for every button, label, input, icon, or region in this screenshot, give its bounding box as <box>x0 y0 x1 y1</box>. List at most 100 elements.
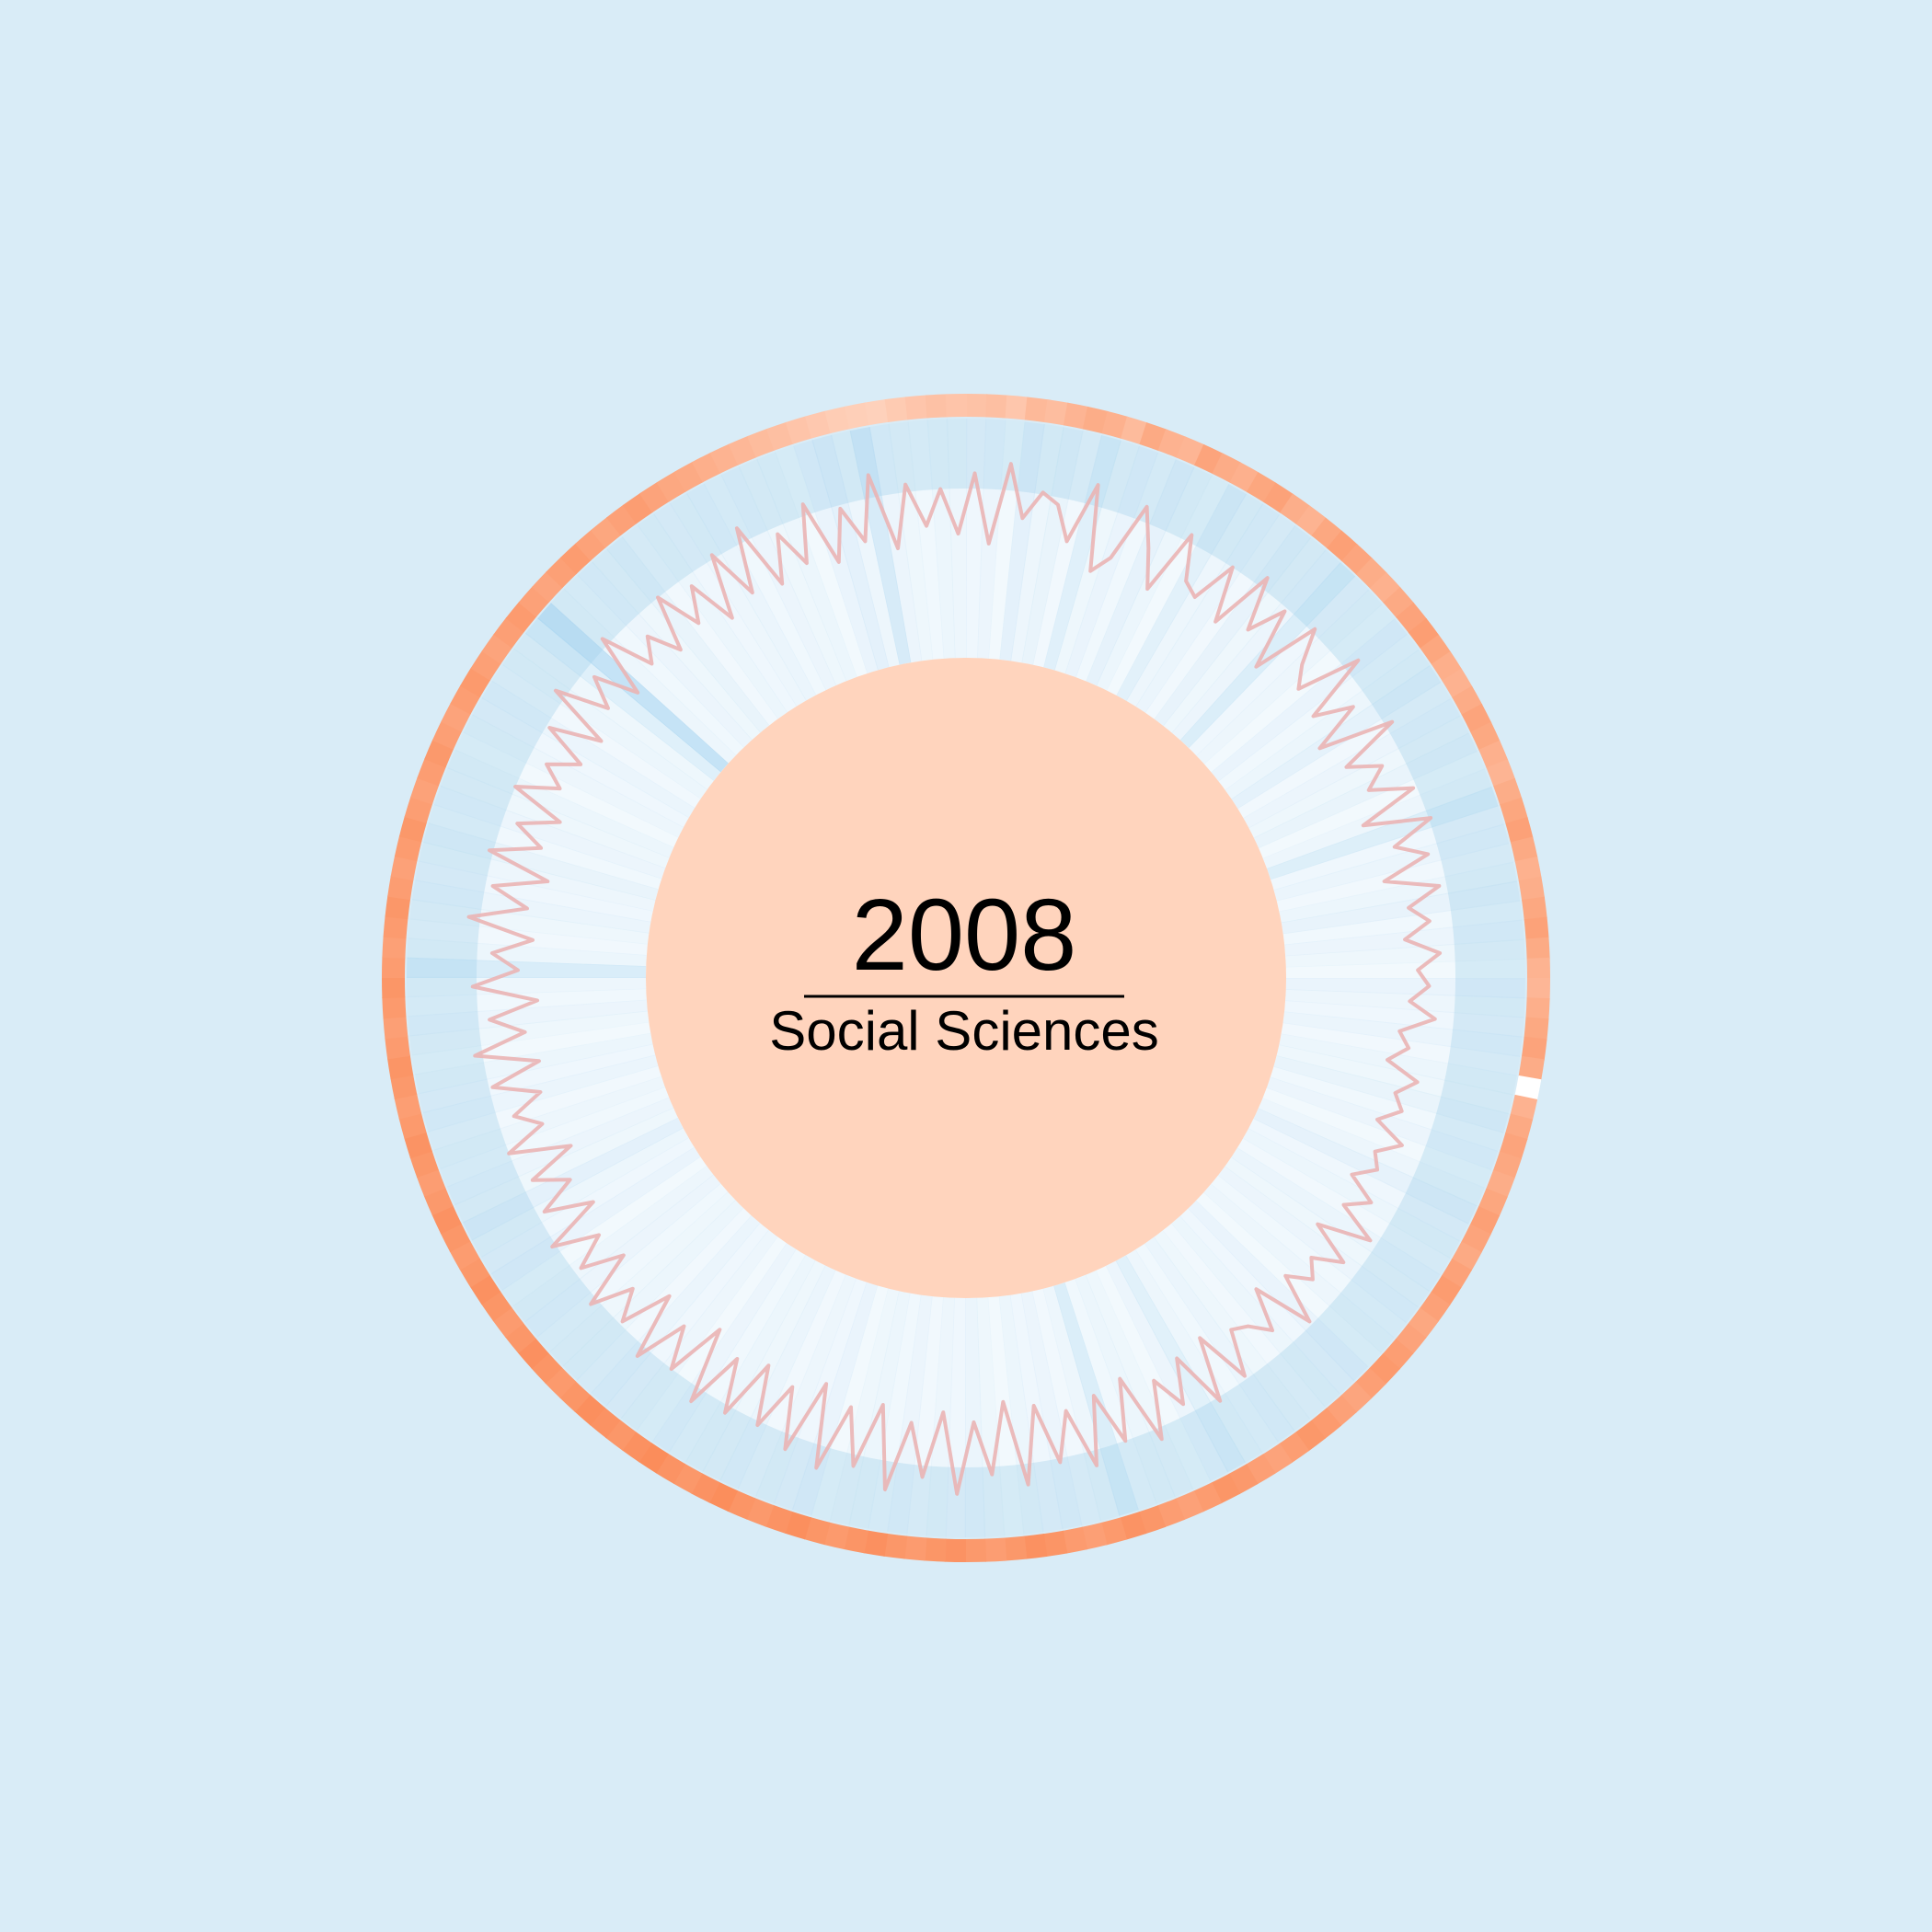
outer-ring-segment <box>1510 1094 1538 1121</box>
inner-band-ray <box>811 434 890 671</box>
outer-ring-segment <box>903 1535 927 1561</box>
inner-band-ray <box>1282 900 1523 946</box>
inner-band-ray <box>577 561 753 748</box>
inner-band-ray <box>1163 536 1327 733</box>
outer-ring-segment <box>964 1538 987 1563</box>
inner-band-ray <box>428 803 662 891</box>
inner-band-ray <box>471 1127 689 1258</box>
inner-band-ray <box>775 445 868 677</box>
inner-band-ray <box>606 536 770 733</box>
inner-band-ray <box>446 1097 674 1206</box>
outer-ring-segment <box>966 394 988 418</box>
outer-ring-segment <box>765 421 794 451</box>
outer-ring-segment <box>423 1187 454 1216</box>
outer-ring-segment <box>404 796 433 823</box>
inner-band-ray <box>1075 452 1177 682</box>
outer-ring-segment <box>1139 422 1167 452</box>
outer-ring-segment <box>985 394 1008 419</box>
outer-ring-segment <box>404 1131 432 1159</box>
outer-ring-segment <box>1518 1055 1545 1081</box>
inner-band-ray <box>1154 525 1312 727</box>
inner-band-ray <box>849 427 912 665</box>
inner-band-ray <box>668 1248 806 1463</box>
inner-band-ray <box>946 418 968 659</box>
inner-band-ray <box>1285 958 1526 980</box>
inner-band-ray <box>440 1087 670 1188</box>
outer-ring-segment <box>1062 1526 1088 1554</box>
outer-ring-segment <box>1279 1432 1310 1464</box>
inner-band-ray <box>415 860 653 923</box>
inner-band-ray <box>1267 787 1499 880</box>
inner-band-ray <box>1203 1183 1395 1353</box>
inner-band-ray <box>406 976 647 998</box>
inner-band-ray <box>1284 1000 1524 1038</box>
outer-ring-segment <box>382 936 407 959</box>
outer-ring-segment <box>1280 493 1311 525</box>
outer-ring-segment <box>505 601 537 633</box>
inner-band-ray <box>926 419 956 659</box>
inner-band-ray <box>501 1156 707 1307</box>
outer-ring-segment <box>546 557 578 589</box>
outer-ring-segment <box>1408 618 1440 650</box>
outer-ring-segment <box>1023 1534 1048 1559</box>
inner-band-ray <box>1144 1236 1295 1443</box>
inner-band-ray <box>1031 1288 1102 1525</box>
inner-band-ray <box>1225 1156 1431 1308</box>
outer-ring-segment <box>589 1407 621 1439</box>
outer-ring-segment <box>531 1352 563 1385</box>
inner-band-ray <box>1085 1270 1194 1498</box>
inner-band-ray <box>463 1117 684 1241</box>
inner-band-ray <box>829 1288 900 1525</box>
outer-ring-segment <box>1514 856 1542 882</box>
inner-band-ray <box>407 937 647 967</box>
inner-band-ray <box>1196 589 1383 765</box>
inner-band-ray <box>454 1107 679 1224</box>
inner-band-ray <box>411 880 651 934</box>
outer-ring-segment <box>1369 571 1401 604</box>
outer-ring-segment <box>1100 1517 1128 1546</box>
outer-ring-segment <box>409 1150 439 1179</box>
outer-ring-segment <box>387 875 414 901</box>
outer-ring-segment <box>984 1537 1007 1562</box>
inner-band-ray <box>1225 649 1431 799</box>
inner-band-ray <box>1086 459 1195 686</box>
outer-ring-segment <box>1175 1490 1204 1521</box>
inner-band-ray <box>428 1065 662 1151</box>
inner-band-ray <box>1171 1215 1340 1408</box>
outer-ring-segment <box>1004 1535 1028 1561</box>
outer-ring-segment <box>1526 957 1551 980</box>
outer-ring-segment <box>1354 1367 1386 1399</box>
inner-band-ray <box>1095 1265 1212 1489</box>
inner-band-ray <box>621 524 779 726</box>
inner-band-ray <box>637 513 788 719</box>
chart-title: 2008 <box>852 879 1077 992</box>
outer-ring-segment <box>417 757 446 787</box>
inner-band-ray <box>1276 842 1513 913</box>
outer-ring-segment <box>1340 1381 1373 1413</box>
inner-band-ray <box>513 632 715 790</box>
inner-band-ray <box>868 1293 922 1533</box>
inner-band-ray <box>755 1274 857 1504</box>
inner-band-ray <box>999 421 1045 661</box>
inner-band-ray <box>906 1296 944 1536</box>
inner-band-ray <box>1262 768 1492 869</box>
outer-ring-segment <box>804 410 832 439</box>
inner-band-ray <box>756 452 857 682</box>
inner-band-ray <box>719 1265 836 1489</box>
inner-band-ray <box>976 1297 1006 1537</box>
inner-band-ray <box>966 418 987 659</box>
inner-band-ray <box>652 1243 797 1453</box>
inner-band-ray <box>1237 681 1452 819</box>
outer-ring-segment <box>1524 1017 1549 1041</box>
inner-band-ray <box>1125 1249 1263 1464</box>
outer-ring-segment <box>416 1168 446 1197</box>
inner-band-ray <box>1217 1166 1419 1324</box>
outer-ring-segment <box>1024 397 1049 423</box>
inner-band-ray <box>411 1021 651 1075</box>
inner-band-ray <box>1273 1055 1509 1133</box>
outer-ring-segment <box>824 406 851 434</box>
inner-band-ray <box>1281 880 1521 935</box>
outer-ring-segment <box>383 915 408 939</box>
inner-band-ray <box>1162 1223 1326 1420</box>
inner-band-ray <box>1248 715 1469 839</box>
